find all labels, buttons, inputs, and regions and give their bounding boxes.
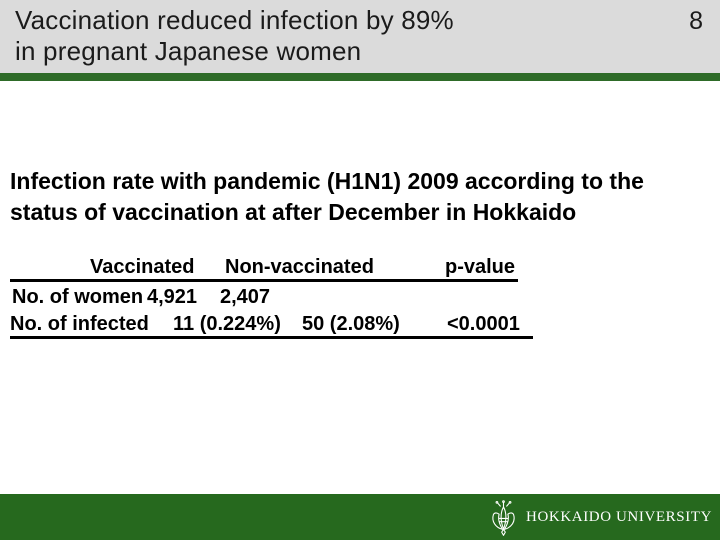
cell-non-vaccinated: 2,407 — [220, 286, 271, 308]
body-heading: Infection rate with pandemic (H1N1) 2009… — [10, 166, 700, 228]
col-header-vaccinated: Vaccinated — [90, 256, 195, 278]
col-header-p-value: p-value — [445, 256, 516, 278]
table-row-infected: No. of infected 11 (0.224%) 50 (2.08%) <… — [10, 313, 533, 339]
table-row-women: No. of women 4,921 2,407 — [10, 286, 533, 309]
cell-non-vaccinated: 50 (2.08%) — [302, 313, 400, 335]
slide-footer-bar: HOKKAIDO UNIVERSITY — [0, 494, 720, 540]
slide-title-bar: Vaccination reduced infection by 89% in … — [0, 0, 720, 73]
body-heading-line1: Infection rate with pandemic (H1N1) 2009… — [10, 168, 644, 194]
slide-title-line1: Vaccination reduced infection by 89% — [15, 5, 454, 35]
slide-title-line2: in pregnant Japanese women — [15, 36, 362, 66]
university-wordmark: HOKKAIDO UNIVERSITY — [526, 508, 712, 525]
body-heading-line2: status of vaccination at after December … — [10, 199, 577, 225]
table-header-row: Vaccinated Non-vaccinated p-value — [10, 256, 518, 282]
col-header-non-vaccinated: Non-vaccinated — [225, 256, 374, 278]
title-accent-bar — [0, 73, 720, 81]
slide-number: 8 — [689, 7, 703, 35]
row-label: No. of infected — [10, 313, 149, 335]
university-logo: HOKKAIDO UNIVERSITY — [488, 494, 712, 540]
hokkaido-university-crest-icon — [492, 499, 515, 536]
cell-p-value: <0.0001 — [447, 313, 520, 335]
slide-title: Vaccination reduced infection by 89% in … — [15, 5, 454, 67]
cell-vaccinated: 11 (0.224%) — [173, 313, 281, 335]
cell-vaccinated: 4,921 — [147, 286, 198, 308]
row-label: No. of women — [12, 286, 144, 308]
